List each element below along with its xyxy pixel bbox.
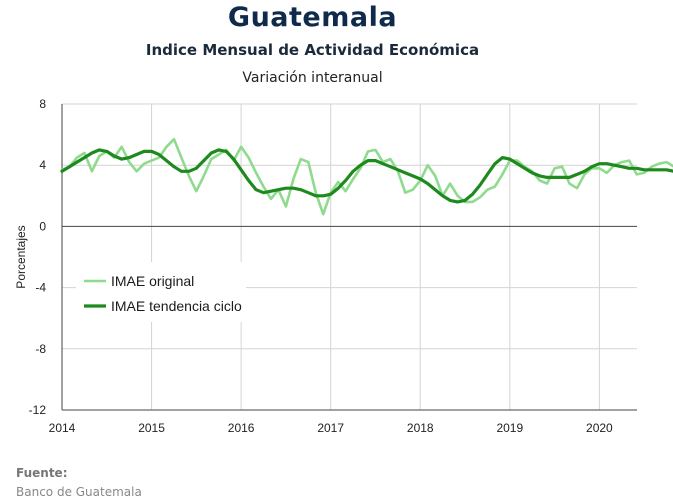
chart-subtitle: Indice Mensual de Actividad Económica [145, 41, 480, 59]
x-tick-label: 2014 [49, 421, 76, 435]
x-tick-label: 2017 [317, 421, 344, 435]
x-tick-label: 2019 [496, 421, 523, 435]
x-tick-label: 2015 [138, 421, 165, 435]
x-tick-label: 2016 [228, 421, 255, 435]
chart-subtitle-secondary: Variación interanual [242, 70, 383, 86]
y-tick-label: 8 [39, 97, 46, 111]
y-tick-label: -4 [35, 281, 46, 295]
y-tick-label: -12 [29, 403, 47, 417]
series-line-imae-tendencia-ciclo [60, 148, 673, 204]
y-axis-label: Porcentajes [14, 225, 28, 288]
x-tick-label: 2018 [407, 421, 434, 435]
chart-series [60, 137, 673, 216]
y-tick-label: 0 [39, 219, 46, 233]
legend-box [76, 262, 246, 322]
source-value: Banco de Guatemala [16, 485, 142, 499]
chart-title: Guatemala [227, 2, 398, 33]
legend-label: IMAE original [111, 273, 194, 289]
chart-legend: IMAE original IMAE tendencia ciclo [76, 262, 246, 322]
y-tick-label: -8 [35, 342, 46, 356]
y-tick-label: 4 [39, 158, 46, 172]
x-tick-label: 2020 [586, 421, 613, 435]
legend-label: IMAE tendencia ciclo [111, 298, 242, 314]
source-label: Fuente: [16, 466, 68, 480]
